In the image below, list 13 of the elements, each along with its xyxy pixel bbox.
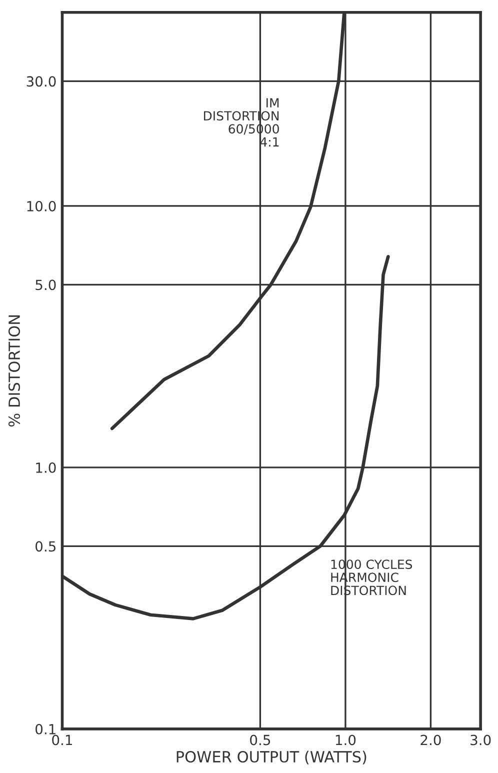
x-tick-label: 0.5 (250, 734, 270, 746)
x-tick-label: 0.1 (52, 734, 72, 746)
y-tick-label: 0.1 (36, 724, 56, 734)
y-tick-label: 0.5 (36, 541, 56, 552)
x-tick-label: 3.0 (470, 734, 491, 746)
y-tick-label: 1.0 (36, 462, 56, 473)
y-tick-label: 30.0 (26, 76, 56, 87)
y-axis-title: % DISTORTION (8, 315, 20, 427)
x-tick-label: 2.0 (420, 734, 441, 746)
y-tick-label: 5.0 (36, 280, 56, 290)
y-tick-label: 10.0 (27, 200, 56, 212)
x-axis-title: POWER OUTPUT (WATTS) (176, 750, 366, 764)
x-tick-label: 1.0 (336, 734, 356, 746)
